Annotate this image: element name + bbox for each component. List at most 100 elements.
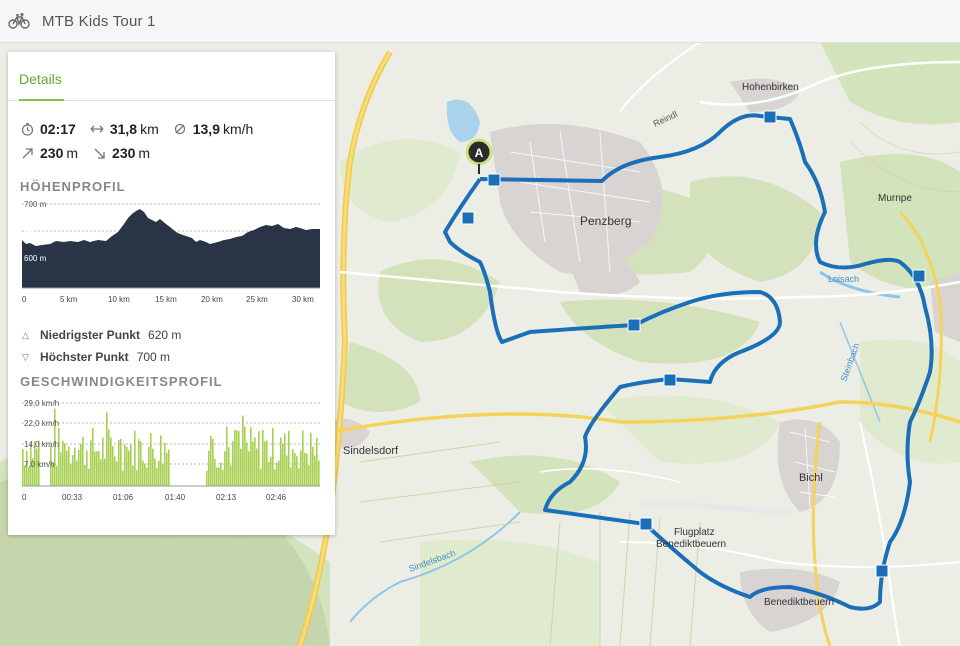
speed-bar [304, 452, 306, 486]
speed-bar [76, 460, 78, 486]
speed-bar [32, 458, 34, 486]
speed-bar [152, 448, 154, 486]
tour-stats: 02:17 31,8 km 13,9 km/h 230 m [8, 101, 335, 165]
triangle-down-icon: ▽ [22, 351, 29, 362]
speed-bar [298, 468, 300, 486]
speed-bar [92, 428, 94, 486]
place-label: Bichl [799, 472, 823, 484]
speed-bar [302, 430, 304, 486]
highest-point-row: ▽ Höchster Punkt 700 m [22, 350, 171, 364]
elevation-area [22, 209, 320, 288]
speed-bar [82, 436, 84, 486]
speed-bar [248, 451, 250, 486]
elevation-x-tick: 5 km [60, 295, 78, 304]
speed-bar [106, 412, 108, 486]
speed-bar [316, 438, 318, 486]
tab-details[interactable]: Details [19, 71, 62, 87]
speed-bar [68, 446, 70, 486]
speed-bar [270, 456, 272, 486]
speed-bar [36, 448, 38, 486]
speed-bar [282, 444, 284, 486]
speed-bar [148, 446, 150, 486]
speed-bar [222, 469, 224, 486]
speed-bar [286, 455, 288, 486]
speed-bar [296, 456, 298, 486]
arrow-up-right-icon [20, 146, 34, 160]
speed-bar [274, 469, 276, 486]
speed-bar [124, 444, 126, 486]
duration-stat: 02:17 [20, 121, 76, 137]
speed-bar [104, 458, 106, 486]
speed-bar [260, 468, 262, 486]
speed-bar [250, 427, 252, 486]
svg-text:A: A [475, 146, 484, 160]
speed-bar [52, 463, 54, 486]
elevation-profile-chart[interactable]: 700 m 650 m 600 m 0 5 km 10 km 15 km 20 … [20, 194, 335, 324]
speed-bar [114, 456, 116, 486]
elevation-y-tick: 700 m [24, 200, 47, 209]
speed-bar [128, 450, 130, 486]
place-label: Penzberg [580, 214, 631, 228]
speed-bar [60, 452, 62, 486]
tab-bar: Details [8, 52, 335, 101]
elevation-x-tick: 0 [22, 295, 27, 304]
speed-bar [210, 435, 212, 486]
speed-bar [162, 463, 164, 486]
speed-bar [238, 431, 240, 486]
tab-indicator [19, 99, 64, 101]
elevation-x-tick: 25 km [246, 295, 268, 304]
clock-icon [20, 122, 34, 136]
speed-bar [90, 440, 92, 486]
speed-bar [22, 448, 24, 486]
descent-stat: 230 m [92, 145, 150, 161]
speed-x-tick: 02:46 [266, 493, 287, 502]
speed-bar [308, 465, 310, 486]
speed-bar [306, 453, 308, 486]
speed-profile-chart[interactable]: 29,0 km/h 22,0 km/h 14,0 km/h 7,0 km/h 0… [20, 389, 335, 514]
speed-bar [94, 451, 96, 486]
title-bar: MTB Kids Tour 1 [0, 0, 960, 43]
speed-bar [252, 441, 254, 486]
speed-bar [96, 451, 98, 486]
speed-bar [50, 445, 52, 486]
speed-bar [264, 441, 266, 486]
lowest-point-row: △ Niedrigster Punkt 620 m [22, 328, 182, 342]
speed-bar [136, 469, 138, 486]
speed-bar [112, 446, 114, 486]
distance-stat: 31,8 km [90, 121, 159, 137]
speed-bar [64, 443, 66, 486]
speed-bar [258, 431, 260, 486]
speed-stat: 13,9 km/h [173, 121, 253, 137]
ascent-stat: 230 m [20, 145, 78, 161]
speed-bar [224, 451, 226, 486]
speed-bar [86, 450, 88, 486]
speed-bar [122, 470, 124, 486]
speed-y-tick: 7,0 km/h [24, 460, 55, 469]
speed-bar [88, 468, 90, 486]
speed-bar [220, 462, 222, 486]
speed-bar [256, 448, 258, 486]
speed-y-tick: 22,0 km/h [24, 419, 59, 428]
speed-bar [108, 429, 110, 486]
direction-markers [461, 110, 926, 578]
speed-bar [140, 441, 142, 486]
speed-bar [28, 467, 30, 486]
start-marker[interactable]: A [465, 138, 493, 174]
speed-bar [232, 441, 234, 486]
speed-bar [216, 467, 218, 486]
speed-bar [150, 433, 152, 486]
speed-bar [118, 440, 120, 486]
speed-bar [166, 452, 168, 486]
tour-title: MTB Kids Tour 1 [42, 12, 156, 30]
speed-bar [34, 441, 36, 486]
speed-bar [126, 446, 128, 486]
speed-bar [268, 461, 270, 486]
speed-bar [62, 440, 64, 486]
speed-bar [212, 438, 214, 486]
speed-bar [292, 449, 294, 486]
speed-bar [110, 437, 112, 486]
speed-x-tick: 00:33 [62, 493, 83, 502]
elevation-x-tick: 20 km [201, 295, 223, 304]
place-label: Murnpe [878, 193, 912, 204]
speed-bar [74, 447, 76, 486]
